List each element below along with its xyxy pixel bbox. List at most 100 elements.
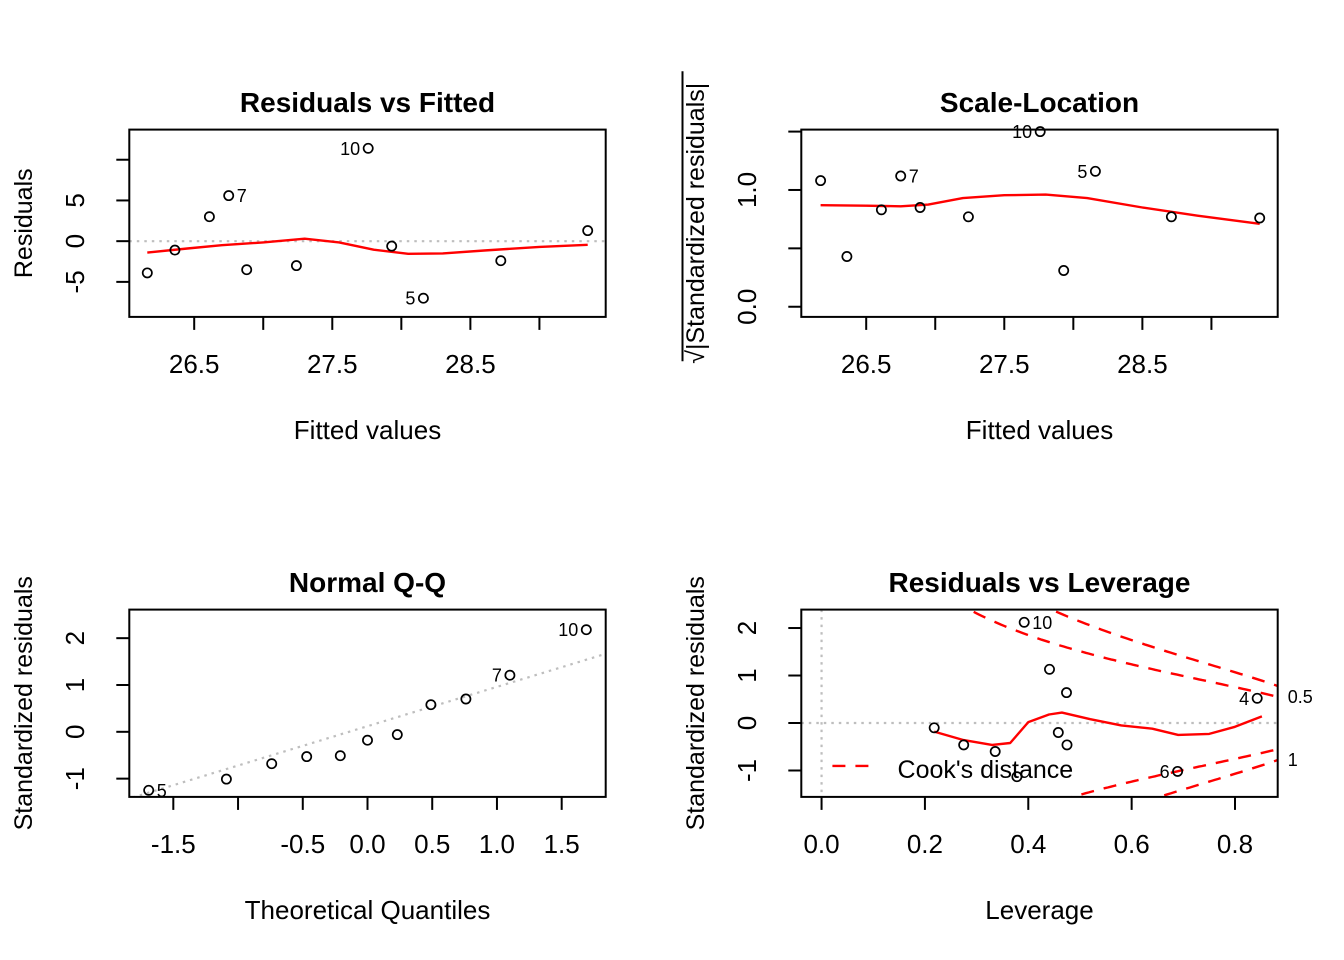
- x-tick-label: 28.5: [445, 349, 496, 379]
- data-point: [203, 211, 215, 223]
- data-point: [495, 255, 507, 267]
- x-tick-label: 27.5: [979, 349, 1030, 379]
- data-point: [1089, 165, 1101, 177]
- panel-normal-qq: 5 7 10 -1.5 -0.5 0.0 0.5 1.0 1.5 -1 0 1 2 Normal Q-Q T…: [0, 480, 672, 960]
- x-tick-label: 26.5: [841, 349, 892, 379]
- x-tick-label: 0.2: [907, 829, 943, 859]
- data-point: [241, 264, 253, 276]
- plot-svg-residuals-vs-fitted: 10 7 5 26.5 27.5 28.5 -5 0 5 Residuals vs Fitted F…: [10, 87, 607, 445]
- data-point: [504, 669, 516, 681]
- data-point: [1251, 692, 1263, 704]
- cooks-level-label: 0.5: [1288, 687, 1313, 707]
- data-point: [841, 251, 853, 262]
- y-axis-label: √|Standardized residuals|: [682, 83, 710, 364]
- plot-box: [128, 128, 607, 318]
- data-point: [928, 722, 940, 734]
- x-tick-label: 1.5: [544, 829, 580, 859]
- data-point: [362, 734, 373, 746]
- data-point: [141, 267, 153, 279]
- y-tick-label: 1: [60, 678, 90, 692]
- y-tick-label: 5: [60, 193, 90, 207]
- data-point: [962, 211, 974, 223]
- y-tick-label: 2: [60, 631, 90, 645]
- data-point: [914, 202, 926, 213]
- x-axis-label: Fitted values: [966, 415, 1113, 445]
- x-tick-label: 0.0: [349, 829, 385, 859]
- x-tick-label: 0.6: [1114, 829, 1150, 859]
- data-point: [169, 244, 181, 256]
- observation-label: 4: [1239, 689, 1249, 709]
- data-point: [1034, 126, 1046, 138]
- y-tick-label: -1: [60, 767, 90, 790]
- plot-svg-normal-qq: 5 7 10 -1.5 -0.5 0.0 0.5 1.0 1.5 -1 0 1 2 Normal Q-Q T…: [10, 567, 607, 925]
- data-point: [417, 292, 429, 304]
- data-point: [895, 170, 907, 182]
- data-point: [1254, 212, 1266, 224]
- cooks-distance-contour-1-lower: [1155, 758, 1278, 797]
- y-tick-label: 0.0: [732, 289, 762, 325]
- y-tick-label: 0: [732, 716, 762, 730]
- data-point: [1011, 771, 1023, 783]
- data-point: [1172, 765, 1184, 777]
- plot-svg-residuals-vs-leverage: 10 4 6 0.0 0.2 0.4 0.6 0.8 -1 0 1 2 Residuals vs Lev…: [682, 567, 1313, 925]
- data-point: [301, 751, 313, 763]
- smooth-line: [147, 237, 588, 256]
- plot-title: Normal Q-Q: [289, 567, 446, 598]
- data-point: [266, 758, 278, 770]
- x-axis-label: Fitted values: [294, 415, 441, 445]
- smooth-line: [933, 711, 1263, 747]
- data-point: [425, 699, 437, 711]
- plot-svg-scale-location: 10 7 5 26.5 27.5 28.5 0.0 1.0 Scale-Location Fitt…: [681, 71, 1279, 445]
- data-point: [1018, 616, 1030, 628]
- plot-title: Residuals vs Leverage: [889, 567, 1191, 598]
- plot-box: [800, 128, 1279, 318]
- observation-label: 10: [340, 139, 360, 159]
- data-point: [582, 225, 594, 237]
- data-point: [143, 784, 155, 796]
- smooth-line: [820, 193, 1260, 225]
- cooks-distance-contour-0.5-lower: [1068, 748, 1278, 797]
- observation-label: 10: [558, 620, 578, 640]
- x-tick-label: -0.5: [280, 829, 325, 859]
- x-tick-label: 28.5: [1117, 349, 1168, 379]
- x-tick-label: 26.5: [169, 349, 220, 379]
- panel-residuals-vs-fitted: 10 7 5 26.5 27.5 28.5 -5 0 5 Residuals vs Fitted F…: [0, 0, 672, 480]
- x-tick-label: 27.5: [307, 349, 358, 379]
- data-point: [220, 773, 232, 785]
- y-tick-label: 1: [732, 668, 762, 682]
- data-point: [460, 693, 472, 705]
- plot-area: [129, 237, 606, 256]
- data-point: [580, 624, 592, 636]
- plot-area: [131, 652, 606, 797]
- y-tick-label: 0: [60, 234, 90, 248]
- legend-label: Cook's distance: [898, 756, 1074, 784]
- cooks-distance-contour-1-upper: [1048, 609, 1278, 688]
- cooks-distance-contour-0.5-upper: [966, 609, 1278, 698]
- x-tick-label: 1.0: [479, 829, 515, 859]
- plot-area: [820, 193, 1260, 225]
- cooks-level-label: 1: [1288, 750, 1298, 770]
- data-point: [815, 175, 827, 187]
- plot-area: [801, 609, 1278, 797]
- data-point: [290, 260, 302, 272]
- y-axis-label: Residuals: [10, 168, 38, 278]
- data-point: [958, 739, 970, 751]
- y-axis-label: Standardized residuals: [682, 576, 710, 830]
- x-tick-label: 0.0: [803, 829, 839, 859]
- observation-label: 10: [1012, 122, 1032, 142]
- plot-box: [800, 608, 1279, 798]
- data-point: [1061, 687, 1072, 699]
- y-tick-label: 0: [60, 725, 90, 739]
- observation-label: 6: [1160, 762, 1170, 782]
- data-point: [1044, 663, 1055, 675]
- data-point: [989, 746, 1001, 757]
- data-point: [223, 190, 235, 202]
- observation-label: 7: [237, 186, 247, 206]
- plot-title: Residuals vs Fitted: [240, 87, 495, 118]
- data-point: [1058, 265, 1070, 276]
- y-tick-label: -1: [732, 759, 762, 782]
- observation-label: 5: [157, 781, 167, 801]
- data-point: [391, 729, 403, 741]
